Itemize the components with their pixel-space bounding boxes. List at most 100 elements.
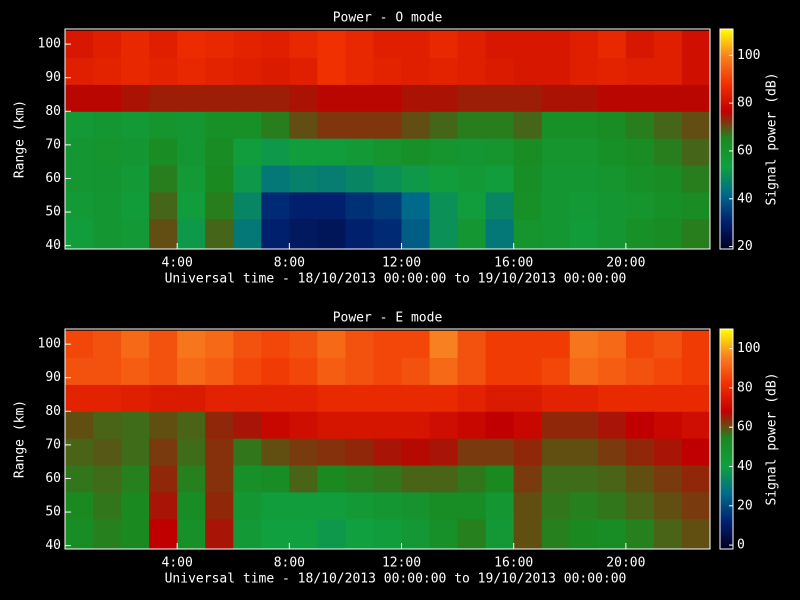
heatmap-cell (261, 438, 290, 466)
heatmap-cell (429, 218, 459, 250)
heatmap-cell (541, 465, 571, 493)
heatmap-cell (121, 111, 150, 139)
heatmap-cell (121, 411, 150, 439)
heatmap-cell (541, 138, 571, 166)
heatmap-cell (233, 465, 262, 493)
heatmap-cell (513, 330, 543, 359)
heatmap-cell (65, 191, 94, 220)
heatmap-cell (625, 357, 655, 385)
heatmap-cell (625, 411, 655, 439)
heatmap-cell (65, 84, 94, 112)
heatmap-cell (681, 84, 711, 112)
heatmap-cell (681, 438, 711, 466)
heatmap-cell (205, 57, 234, 85)
heatmap-cell (177, 57, 206, 85)
heatmap-cell (625, 191, 655, 220)
heatmap-cell (457, 357, 487, 385)
heatmap-cell (233, 411, 262, 439)
heatmap-cell (513, 357, 543, 385)
heatmap-cell (261, 465, 290, 493)
heatmap-cell (93, 165, 122, 193)
heatmap-cell (541, 57, 571, 85)
heatmap-cell (233, 84, 262, 112)
heatmap-cell (205, 165, 234, 193)
heatmap-cell (401, 411, 431, 439)
heatmap-cell (457, 111, 487, 139)
heatmap-cell (317, 411, 346, 439)
heatmap-cell (317, 384, 346, 412)
heatmap-cell (65, 438, 94, 466)
heatmap-cell (373, 518, 403, 550)
heatmap-cell (317, 138, 346, 166)
heatmap-cell (541, 411, 571, 439)
heatmap-cell (233, 218, 262, 250)
heatmap-cell (569, 218, 599, 250)
heatmap-cell (485, 438, 515, 466)
heatmap-cell (457, 438, 487, 466)
heatmap-cell (485, 518, 515, 550)
heatmap-cell (457, 218, 487, 250)
heatmap-cell (289, 330, 318, 359)
heatmap-cell (261, 330, 290, 359)
heatmap-cell (429, 465, 459, 493)
heatmap-cell (457, 518, 487, 550)
heatmap-cell (429, 57, 459, 85)
heatmap-cell (513, 491, 543, 520)
heatmap-cell (457, 411, 487, 439)
heatmap-cell (429, 357, 459, 385)
heatmap-cell (317, 218, 346, 250)
heatmap-cell (93, 465, 122, 493)
heatmap-cell (317, 57, 346, 85)
heatmap-cell (149, 330, 178, 359)
heatmap-cell (205, 518, 234, 550)
heatmap-cell (681, 30, 711, 59)
heatmap-cell (569, 518, 599, 550)
heatmap-cell (65, 138, 94, 166)
heatmap-cell (93, 191, 122, 220)
heatmap-cell (233, 57, 262, 85)
heatmap-cell (513, 438, 543, 466)
heatmap-cell (681, 411, 711, 439)
heatmap-cell (597, 30, 627, 59)
heatmap-cell (681, 491, 711, 520)
heatmap-cell (65, 357, 94, 385)
heatmap-cell (93, 330, 122, 359)
heatmap-cell (121, 465, 150, 493)
heatmap-cell (625, 465, 655, 493)
heatmap-cell (485, 30, 515, 59)
heatmap-cell (121, 165, 150, 193)
heatmap-cell (261, 138, 290, 166)
heatmap-cell (149, 357, 178, 385)
y-tick-label: 40 (45, 538, 61, 553)
heatmap-cell (457, 165, 487, 193)
heatmap-cell (205, 84, 234, 112)
heatmap-cell (205, 465, 234, 493)
heatmap-cell (485, 218, 515, 250)
plot-frame (64, 328, 711, 550)
heatmap-cell (65, 491, 94, 520)
heatmap-cell (373, 138, 403, 166)
heatmap-cell (261, 84, 290, 112)
heatmap-cell (289, 138, 318, 166)
y-tick-label: 70 (45, 137, 61, 152)
heatmap-cell (261, 384, 290, 412)
heatmap-cell (597, 191, 627, 220)
colorbar-tick-label: 20 (737, 498, 753, 513)
heatmap-cell (317, 84, 346, 112)
heatmap-cell (653, 84, 683, 112)
heatmap-cell (597, 491, 627, 520)
heatmap-cell (429, 191, 459, 220)
heatmap-cell (261, 357, 290, 385)
heatmap-cell (541, 438, 571, 466)
y-tick-label: 90 (45, 70, 61, 85)
heatmap-cell (457, 57, 487, 85)
heatmap-cell (457, 138, 487, 166)
x-tick-label: 12:00 (382, 556, 421, 571)
heatmap-cell (541, 218, 571, 250)
heatmap-cell (681, 57, 711, 85)
heatmap-cell (261, 491, 290, 520)
heatmap-cell (373, 357, 403, 385)
x-tick-label: 16:00 (494, 556, 533, 571)
heatmap-cell (485, 165, 515, 193)
heatmap-cell (373, 191, 403, 220)
